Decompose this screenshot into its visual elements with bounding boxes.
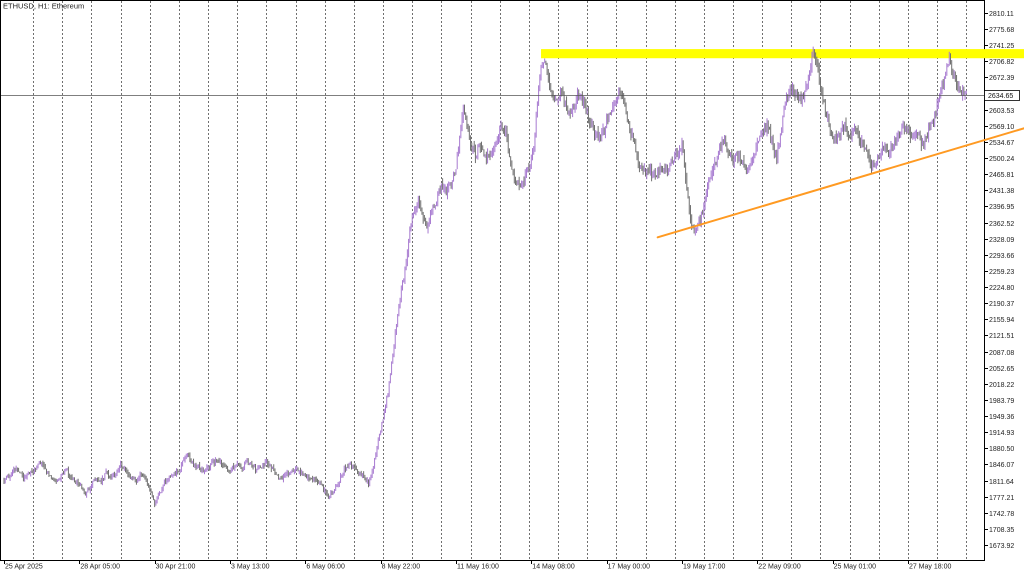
time-tick-label: 14 May 08:00	[532, 564, 575, 571]
price-tick-label: 2500.24	[989, 156, 1014, 163]
price-tick-label: 2155.94	[989, 317, 1014, 324]
price-tick-label: 2396.95	[989, 204, 1014, 211]
time-tick-label: 28 Apr 05:00	[80, 564, 120, 571]
price-tick-label: 1914.93	[989, 430, 1014, 437]
current-price-box	[984, 90, 1020, 101]
resistance-zone-layer	[541, 49, 1024, 59]
candle-layer	[3, 46, 967, 508]
plot-area-frame	[0, 0, 985, 561]
time-axis: 25 Apr 2025 28 Apr 05:00 30 Apr 21:00 3 May…	[4, 560, 952, 571]
price-tick-label: 2259.23	[989, 269, 1014, 276]
price-tick-label: 2293.66	[989, 253, 1014, 260]
price-axis: 2810.11 2775.68 2741.25 2706.82 2672.39 2603.…	[984, 11, 1020, 550]
price-tick-label: 2052.65	[989, 366, 1014, 373]
price-tick-label: 2672.39	[989, 75, 1014, 82]
price-tick-label: 1949.36	[989, 414, 1014, 421]
price-tick-label: 1742.78	[989, 511, 1014, 518]
price-tick-label: 2328.09	[989, 237, 1014, 244]
time-tick-label: 11 May 16:00	[457, 564, 499, 571]
price-tick-label: 2190.37	[989, 301, 1014, 308]
price-tick-label: 2810.11	[989, 11, 1014, 18]
price-tick-label: 2706.82	[989, 59, 1014, 66]
time-tick-label: 3 May 13:00	[231, 564, 270, 571]
time-tick-label: 30 Apr 21:00	[156, 564, 196, 571]
price-tick-label: 2018.22	[989, 382, 1014, 389]
time-tick-label: 25 Apr 2025	[5, 564, 43, 571]
current-price-label: 2634.65	[988, 93, 1013, 100]
price-tick-label: 2087.08	[989, 350, 1014, 357]
price-tick-label: 2465.81	[989, 172, 1014, 179]
price-tick-label: 2775.68	[989, 27, 1014, 34]
price-tick-label: 2362.52	[989, 221, 1014, 228]
current-price-marker: 2634.65	[984, 90, 1020, 101]
time-tick-label: 8 May 22:00	[382, 564, 421, 571]
trendline-support	[656, 127, 1024, 239]
time-tick-label: 19 May 17:00	[683, 564, 726, 571]
price-tick-label: 2603.53	[989, 108, 1014, 115]
time-tick-label: 25 May 01:00	[834, 564, 877, 571]
price-tick-label: 1811.64	[989, 479, 1014, 486]
resistance-zone	[541, 49, 1024, 59]
time-tick-label: 17 May 00:00	[608, 564, 651, 571]
price-tick-label: 2121.51	[989, 333, 1014, 340]
annotation-layer	[1, 95, 1024, 239]
price-tick-label: 2431.38	[989, 188, 1014, 195]
time-tick-label: 6 May 06:00	[306, 564, 345, 571]
time-tick-label: 22 May 09:00	[758, 564, 801, 571]
price-tick-label: 2224.80	[989, 285, 1014, 292]
chart-title: ETHUSD, H1: Ethereum	[3, 2, 84, 11]
price-tick-label: 1846.07	[989, 462, 1014, 469]
time-tick-label: 27 May 18:00	[909, 564, 952, 571]
grid-layer	[33, 1, 967, 560]
price-tick-label: 1708.35	[989, 527, 1014, 534]
price-tick-label: 1983.79	[989, 398, 1014, 405]
price-tick-label: 2534.67	[989, 140, 1014, 147]
price-tick-label: 1673.92	[989, 543, 1014, 550]
price-tick-label: 1777.21	[989, 495, 1014, 502]
price-tick-label: 1880.50	[989, 446, 1014, 453]
price-tick-label: 2741.25	[989, 43, 1014, 50]
price-tick-label: 2569.10	[989, 124, 1014, 131]
